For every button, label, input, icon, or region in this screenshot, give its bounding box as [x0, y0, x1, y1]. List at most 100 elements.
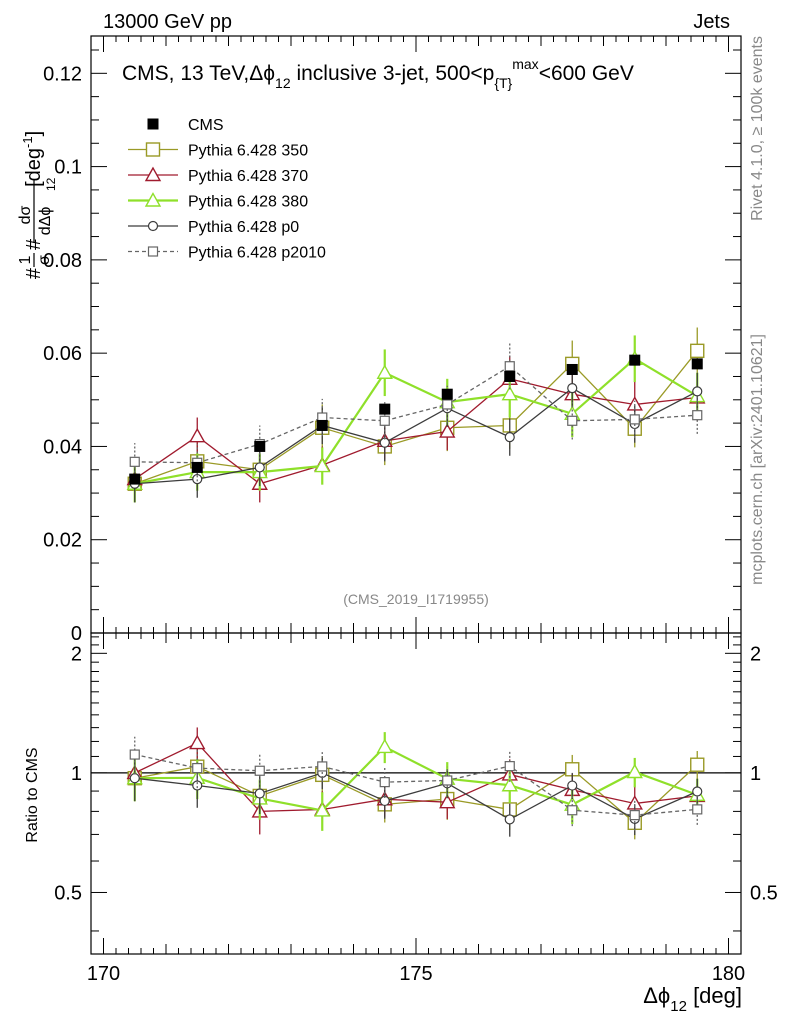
series-p380: [126, 335, 706, 503]
data-point: [314, 457, 331, 473]
ratio-series-p0: [129, 757, 703, 837]
ratio-point: [314, 801, 331, 817]
data-point: [692, 410, 703, 421]
ratio-point: [254, 765, 265, 776]
ratio-line: [134, 742, 698, 813]
data-point: [376, 364, 393, 379]
ratio-y-tick-label-right: 0.5: [750, 882, 778, 904]
y-tick-label: 0.1: [54, 157, 82, 179]
data-point: [504, 361, 515, 372]
title-sub: {T}: [494, 75, 512, 91]
ylabel-den-sub: 12: [44, 177, 58, 191]
ratio-point: [254, 788, 265, 799]
header-right: Jets: [693, 11, 730, 33]
ratio-y-axis-label: Ratio to CMS: [24, 747, 41, 842]
ratio-point: [567, 805, 578, 816]
ratio-y-tick-label: 1: [71, 763, 82, 785]
y-tick-label: 0: [71, 623, 82, 645]
xlabel-main: Δϕ: [643, 983, 670, 1008]
legend-marker: [147, 118, 159, 130]
ylabel-part: ]: [23, 131, 45, 137]
data-point: [254, 462, 265, 473]
y-tick-label: 0.02: [43, 530, 82, 552]
data-point: [566, 363, 578, 375]
ratio-y-tick-label: 2: [71, 643, 82, 665]
data-point: [129, 456, 140, 467]
data-point: [379, 437, 390, 448]
y-tick-label: 0.06: [43, 343, 82, 365]
main-axis-ticks: [91, 49, 741, 634]
data-point: [189, 427, 206, 443]
ratio-point: [192, 780, 203, 791]
svg-text:##[deg-1]: # # [deg-1]: [20, 131, 45, 279]
data-point: [439, 423, 456, 438]
legend-marker: [144, 192, 162, 207]
legend-marker: [147, 220, 159, 232]
x-tick-label: 170: [87, 963, 120, 985]
data-point: [254, 440, 266, 452]
y-tick-label: 0.12: [43, 63, 82, 85]
x-tick-label: 175: [399, 963, 432, 985]
ratio-point: [692, 804, 703, 815]
data-point: [692, 386, 703, 397]
data-point: [441, 388, 453, 400]
data-point: [629, 414, 640, 425]
data-point: [629, 354, 641, 366]
legend-label: Pythia 6.428 370: [188, 168, 308, 185]
ratio-y-tick-label-right: 1: [750, 763, 761, 785]
xlabel-sub: 12: [670, 998, 687, 1015]
ratio-point: [504, 761, 515, 772]
series-line: [134, 378, 698, 485]
data-point: [129, 473, 141, 485]
ratio-point: [189, 734, 206, 750]
mcplots-label: mcplots.cern.ch [arXiv:2401.10621]: [749, 334, 766, 585]
data-point: [501, 385, 518, 401]
ratio-point: [692, 786, 703, 797]
ylabel-frac1-num: 1: [17, 255, 34, 264]
legend-marker: [147, 246, 159, 257]
chart-title: CMS, 13 TeV,Δϕ12 inclusive 3-jet, 500<p{…: [122, 56, 634, 91]
series-p2010: [129, 342, 703, 482]
ratio-point: [376, 738, 393, 754]
y-axis-label: # # [deg-1] 1 σ dσ dΔϕ 12: [17, 131, 58, 279]
ratio-point: [501, 776, 518, 792]
ylabel-part: [deg: [23, 148, 45, 187]
ratio-point: [629, 810, 640, 821]
data-point: [379, 415, 390, 426]
ratio-point: [379, 777, 390, 788]
ratio-point: [690, 757, 705, 772]
ratio-panel-frame: [90, 632, 742, 955]
ylabel-part: #: [23, 238, 45, 250]
data-point: [316, 419, 328, 431]
ylabel-sup: -1: [20, 136, 35, 148]
series-line: [134, 365, 698, 464]
y-tick-label: 0.08: [43, 250, 82, 272]
legend-label: Pythia 6.428 p2010: [188, 245, 326, 262]
title-sup: max: [512, 56, 538, 72]
ratio-y-tick-label-right: 2: [750, 643, 761, 665]
x-tick-label: 180: [712, 963, 745, 985]
series-p370: [126, 355, 706, 503]
data-point: [379, 403, 391, 415]
ratio-point: [129, 749, 140, 760]
title-sub: 12: [275, 75, 291, 91]
data-point: [691, 358, 703, 370]
data-point: [504, 432, 515, 443]
ylabel-frac2-den: dΔϕ: [37, 207, 54, 236]
data-point: [567, 415, 578, 426]
data-point: [567, 383, 578, 394]
ratio-point: [192, 763, 203, 774]
ratio-y-tick-labels: 0.5 1 2 0.5 1 2: [54, 643, 778, 904]
y-tick-labels: 0 0.02 0.04 0.06 0.08 0.1 0.12: [43, 63, 82, 645]
legend-marker: [145, 142, 161, 157]
main-series-layer: [126, 327, 706, 503]
ratio-series-p2010: [129, 736, 703, 831]
analysis-watermark: (CMS_2019_I1719955): [343, 591, 489, 607]
ratio-point: [129, 773, 140, 784]
x-tick-labels: 170 175 180: [87, 963, 745, 985]
data-point: [442, 399, 453, 410]
title-part: CMS, 13 TeV,Δϕ: [122, 62, 275, 85]
ratio-point: [567, 780, 578, 791]
ratio-series-layer: [126, 727, 706, 840]
